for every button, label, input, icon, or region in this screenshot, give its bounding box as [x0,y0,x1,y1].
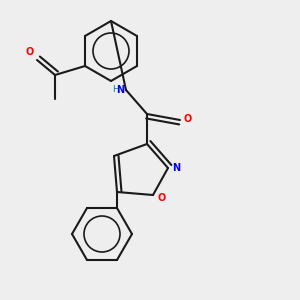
Text: N: N [172,163,181,173]
Text: N: N [116,85,124,95]
Text: O: O [158,193,166,203]
Text: H: H [112,85,118,94]
Text: O: O [183,113,191,124]
Text: O: O [26,47,34,57]
